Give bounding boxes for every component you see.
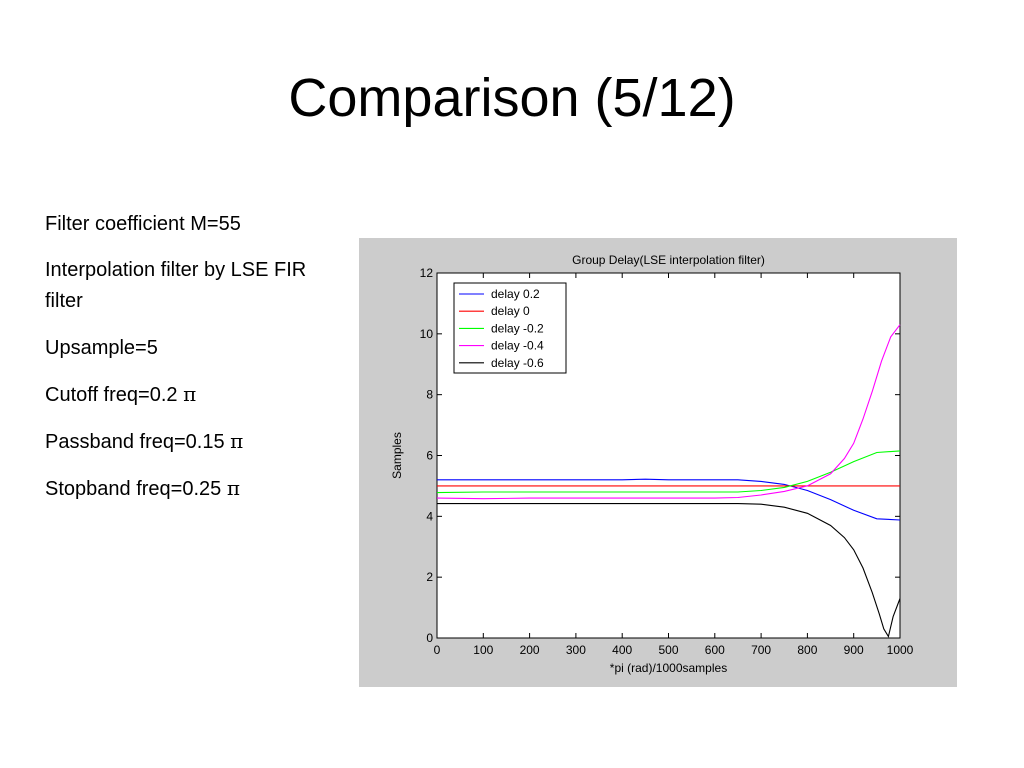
y-tick-label: 6: [426, 449, 433, 463]
bullet-text: Interpolation filter by LSE FIR filter: [45, 259, 307, 312]
series-line-3: [436, 324, 901, 500]
bullet-item: Upsample=5: [45, 332, 345, 363]
x-axis-ticks: 0 100 200 300 400 500 600 700 800 900 1000: [434, 273, 914, 657]
legend-label: delay 0: [491, 304, 530, 318]
chart-title: Group Delay(LSE interpolation filter): [572, 253, 765, 267]
bullet-text: Passband freq=0.15: [45, 431, 231, 453]
legend-label: delay 0.2: [491, 287, 540, 301]
y-tick-label: 4: [426, 509, 433, 523]
series-lines: [436, 324, 901, 638]
bullet-item: Interpolation filter by LSE FIR filter: [45, 255, 345, 316]
y-axis-label: Samples: [390, 432, 404, 479]
bullet-text: Filter coefficient M=55: [45, 213, 241, 235]
bullet-text: Cutoff freq=0.2: [45, 384, 184, 406]
bullet-text: Stopband freq=0.25: [45, 478, 227, 500]
pi-symbol: π: [226, 476, 240, 500]
x-tick-label: 800: [797, 643, 817, 657]
series-line-4: [437, 503, 901, 638]
bullet-text: Upsample=5: [45, 337, 158, 359]
y-axis-ticks: 0 2 4 6 8 10 12: [420, 266, 900, 645]
legend-label: delay -0.4: [491, 339, 544, 353]
bullet-item: Passband freq=0.15 π: [45, 426, 345, 457]
x-tick-label: 600: [705, 643, 725, 657]
x-tick-label: 300: [566, 643, 586, 657]
x-tick-label: 400: [612, 643, 632, 657]
pi-symbol: π: [230, 429, 244, 453]
bullet-item: Filter coefficient M=55: [45, 208, 345, 239]
x-axis-label: *pi (rad)/1000samples: [610, 661, 727, 675]
bullet-list: Filter coefficient M=55 Interpolation fi…: [45, 208, 345, 520]
y-tick-label: 10: [420, 327, 434, 341]
x-tick-label: 100: [473, 643, 493, 657]
y-tick-label: 12: [420, 266, 434, 280]
y-tick-label: 2: [426, 570, 433, 584]
x-tick-label: 500: [658, 643, 678, 657]
x-tick-label: 900: [844, 643, 864, 657]
y-tick-label: 0: [426, 631, 433, 645]
y-tick-label: 8: [426, 388, 433, 402]
pi-symbol: π: [183, 382, 197, 406]
x-tick-label: 200: [520, 643, 540, 657]
x-tick-label: 1000: [887, 643, 914, 657]
legend-label: delay -0.6: [491, 356, 544, 370]
bullet-item: Stopband freq=0.25 π: [45, 473, 345, 504]
chart-figure: Group Delay(LSE interpolation filter) *p…: [359, 238, 957, 687]
legend: delay 0.2 delay 0 delay -0.2 delay -0.4 dela…: [453, 282, 567, 374]
series-line-0: [437, 478, 901, 521]
x-tick-label: 700: [751, 643, 771, 657]
series-line-2: [436, 450, 901, 494]
x-tick-label: 0: [434, 643, 441, 657]
legend-label: delay -0.2: [491, 321, 544, 335]
slide-title: Comparison (5/12): [288, 68, 736, 128]
bullet-item: Cutoff freq=0.2 π: [45, 379, 345, 410]
group-delay-chart: Group Delay(LSE interpolation filter) *p…: [390, 253, 914, 675]
